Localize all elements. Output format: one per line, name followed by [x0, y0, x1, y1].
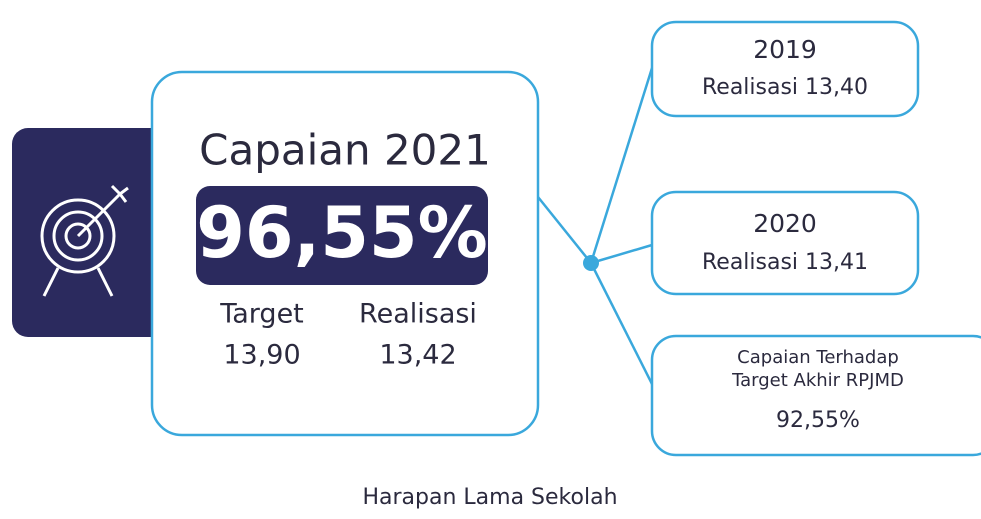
connector-dot [583, 255, 599, 271]
realisasi-label: Realisasi [359, 299, 477, 330]
connectors [537, 67, 654, 385]
box-line: Target Akhir RPJMD [731, 370, 904, 391]
box-title: 2019 [753, 35, 817, 64]
box-text: Realisasi 13,41 [702, 250, 868, 275]
target-label: Target [219, 299, 304, 330]
box-text: 92,55% [776, 408, 860, 433]
box [650, 190, 920, 296]
box [650, 334, 981, 457]
footer-title: Harapan Lama Sekolah [362, 485, 617, 510]
box-title: 2020 [753, 209, 817, 238]
icon-panel [12, 128, 172, 337]
main-title: Capaian 2021 [199, 126, 491, 175]
main-percent: 96,55% [196, 192, 488, 274]
target-icon [40, 184, 129, 297]
target-value: 13,90 [223, 340, 300, 371]
box [650, 20, 920, 118]
box-line: Capaian Terhadap [737, 347, 899, 368]
realisasi-value: 13,42 [379, 340, 456, 371]
percent-pill [196, 186, 488, 285]
box-text: Realisasi 13,40 [702, 75, 868, 100]
